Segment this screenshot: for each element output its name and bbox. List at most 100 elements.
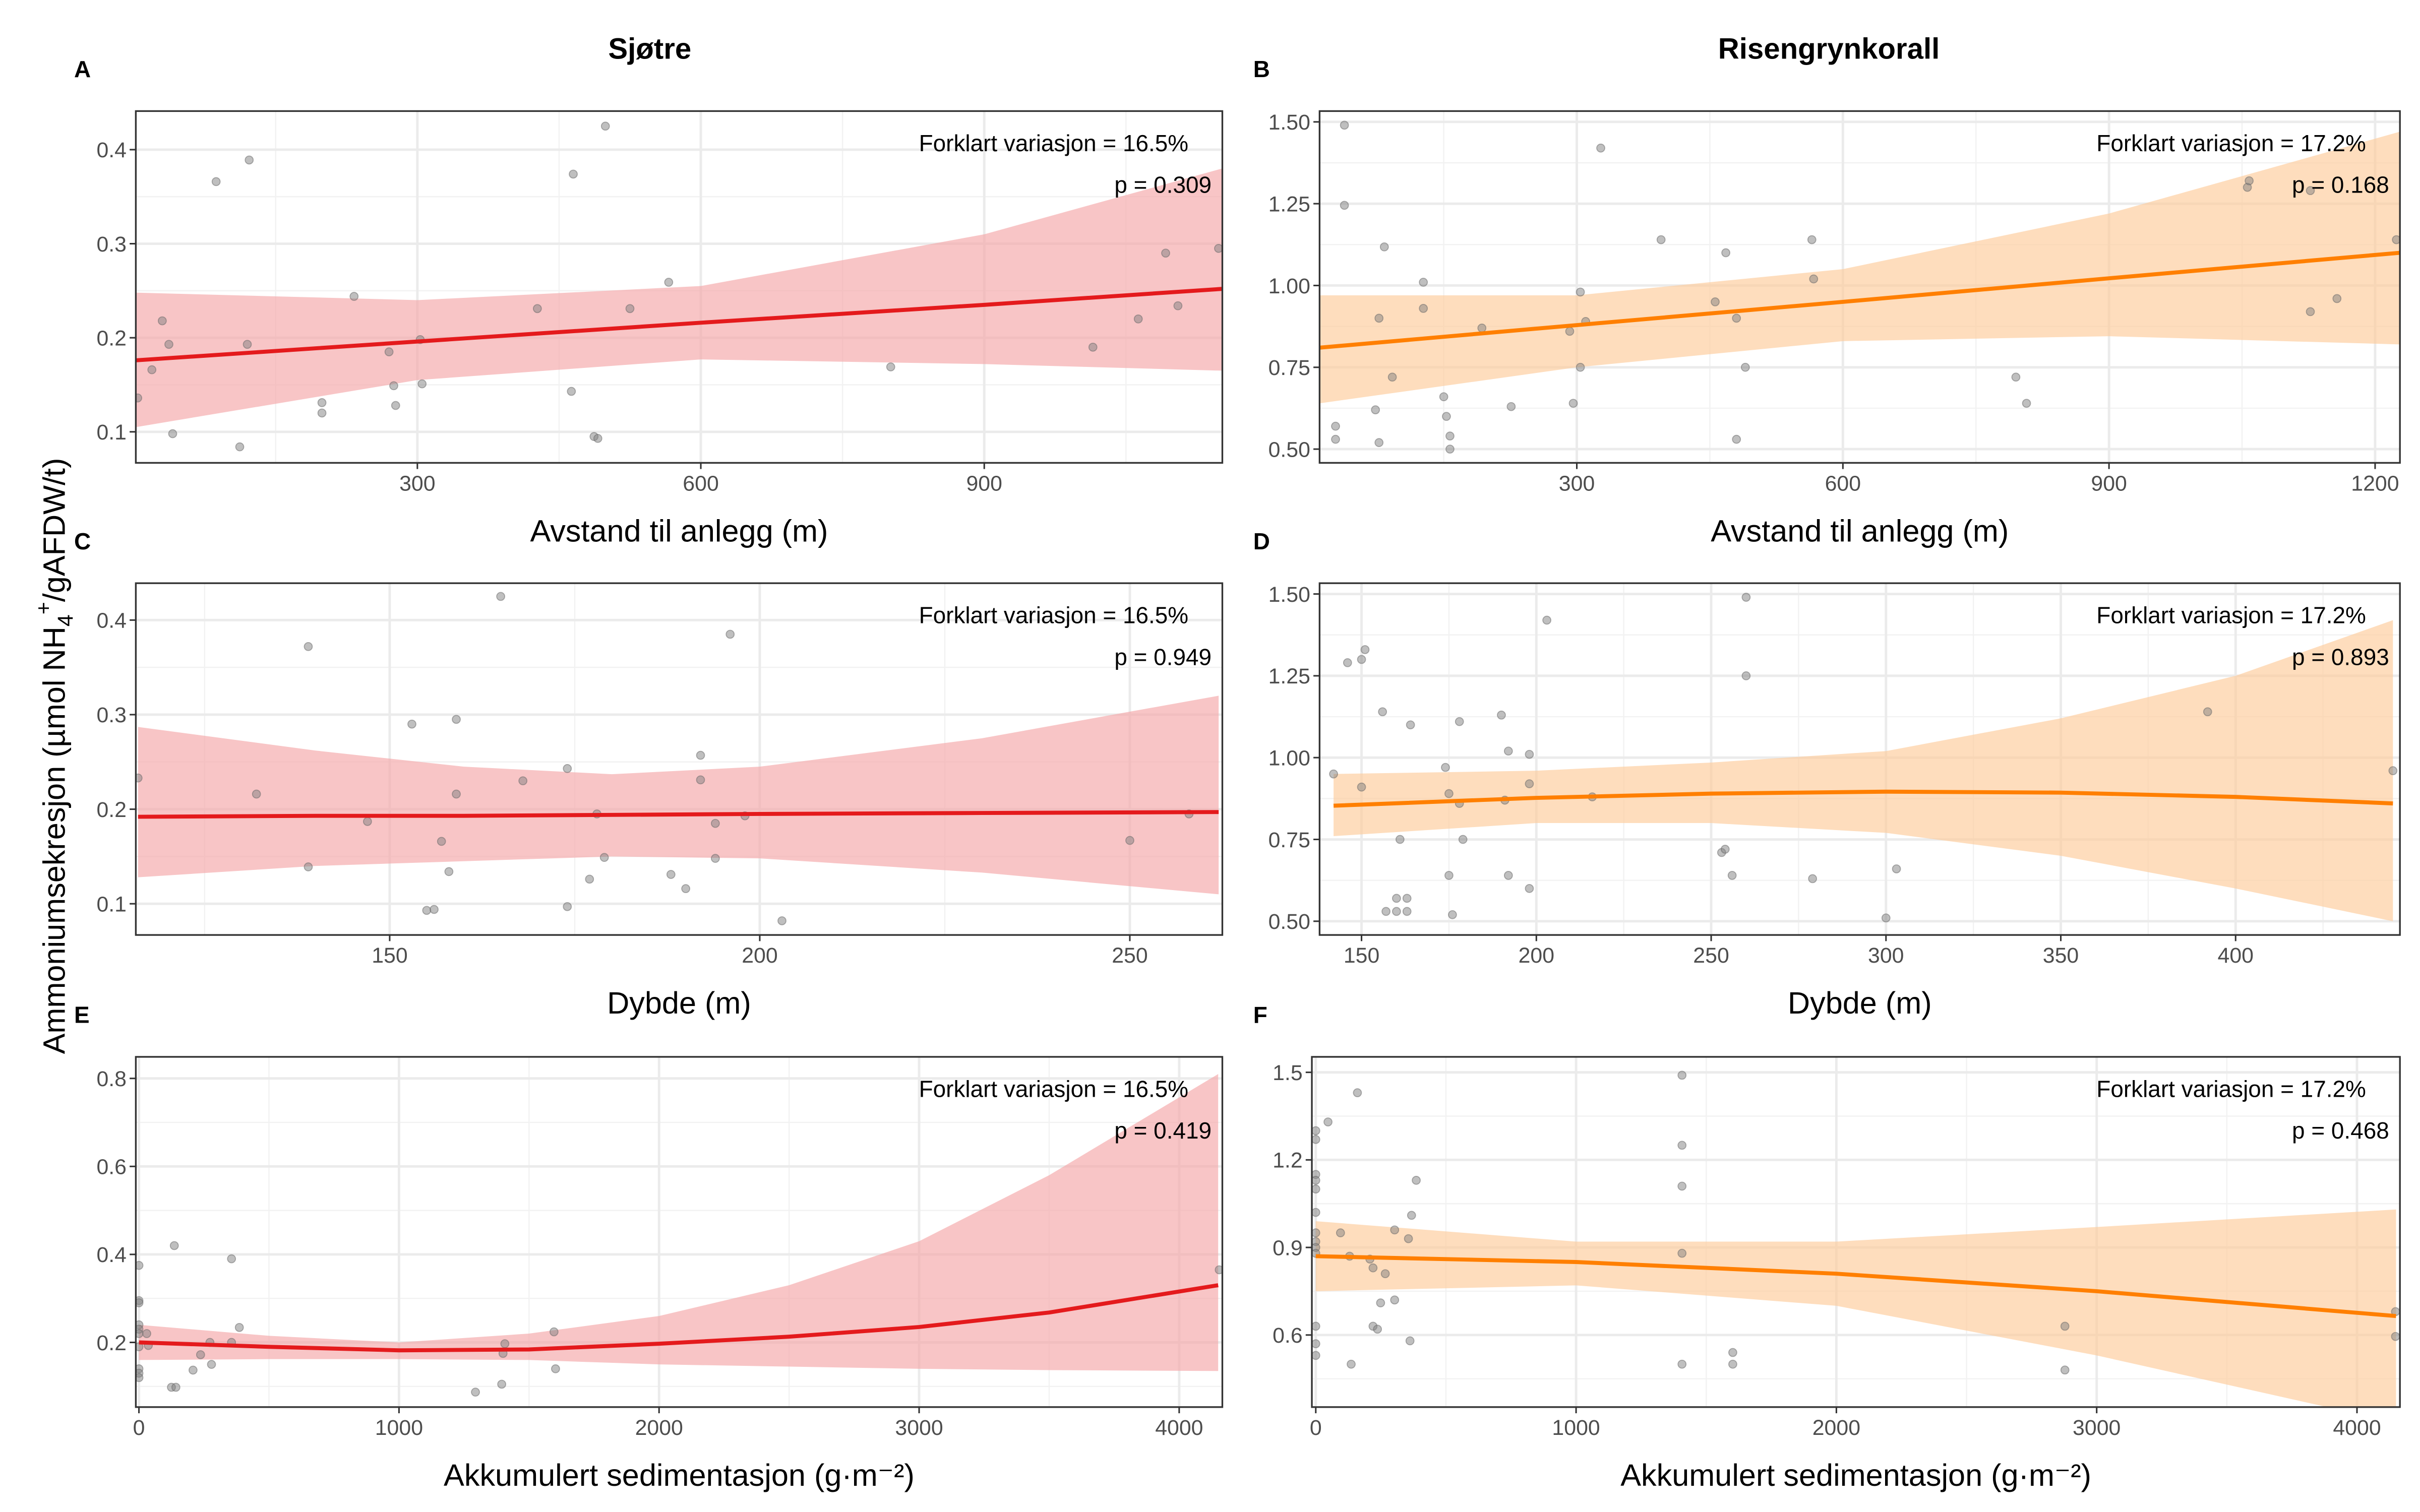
data-point [1347,1359,1356,1369]
x-tick-label: 3000 [895,1416,943,1440]
panel-c: 150 200 250 0.1 0.2 0.3 0.4 Dybde (m) Forklart v… [74,528,1224,1020]
p-value-annotation: p = 0.309 [1114,172,1212,198]
data-point [234,1322,244,1332]
data-point [1402,894,1412,903]
data-point [569,169,578,179]
panel-b: 300 600 900 1200 0.50 0.75 1.00 1.25 1.50 Avstand… [1253,56,2401,548]
column-title-risengrynkorall: Risengrynkorall [1718,32,1940,65]
data-point [2245,176,2254,185]
data-point [136,1298,144,1307]
data-point [563,902,572,911]
data-point [142,1329,151,1338]
x-axis-label: Dybde (m) [607,986,751,1020]
y-tick-label: 1.2 [1273,1149,1303,1173]
x-tick-label: 300 [1868,943,1904,968]
data-point [1215,1265,1223,1275]
x-tick-label: 300 [399,471,435,495]
data-point [1412,1176,1421,1185]
data-point [391,401,400,410]
data-point [1387,372,1397,382]
confidence-band [138,696,1219,895]
data-point [1720,845,1730,854]
y-tick-label: 0.3 [96,232,127,257]
data-point [2060,1321,2070,1331]
data-point [1312,1176,1320,1185]
data-point [1506,402,1516,411]
y-tick-label: 0.50 [1268,437,1310,462]
data-point [625,304,635,313]
y-tick-label: 0.6 [96,1155,127,1179]
data-point [2022,399,2031,408]
data-point [1312,1184,1320,1194]
data-point [1405,1336,1415,1346]
y-tick-label: 0.6 [1273,1324,1303,1348]
data-point [417,379,427,389]
plot-area [136,583,1223,935]
data-point [444,867,454,876]
x-axis-label: Dybde (m) [1788,986,1932,1020]
x-tick-label: 3000 [2073,1416,2121,1440]
data-point [317,408,327,418]
data-point [1380,1269,1390,1279]
data-point [389,381,398,391]
y-tick-label: 0.2 [96,1331,127,1355]
y-axis-label-main: Ammoniumsekresjon (µmol NH [37,626,72,1054]
y-axis-label-unit: /gAFDW/t) [37,458,72,602]
data-point [1525,884,1534,893]
data-point [551,1364,560,1373]
data-point [2388,766,2398,776]
p-value-annotation: p = 0.168 [2292,172,2389,198]
panel-letter: E [74,1002,90,1028]
x-tick-label: 250 [1693,943,1729,968]
data-point [1442,412,1451,421]
y-tick-label: 0.3 [96,703,127,727]
data-point [500,1339,510,1349]
data-point [593,433,602,443]
data-point [710,818,720,828]
y-tick-label: 0.1 [96,420,127,445]
data-point [147,365,157,374]
x-tick-label: 1000 [1552,1416,1600,1440]
data-point [1378,707,1387,717]
y-tick-label: 0.4 [96,138,127,162]
data-point [304,642,313,651]
data-point [1565,327,1575,336]
explained-variance-annotation: Forklart variasjon = 16.5% [919,602,1189,628]
data-point [1373,1325,1382,1334]
explained-variance-annotation: Forklart variasjon = 17.2% [2096,1076,2366,1102]
data-point [1656,235,1666,244]
x-axis-label: Avstand til anlegg (m) [530,514,828,548]
data-point [1677,1248,1687,1258]
data-point [1331,434,1340,444]
data-point [1439,392,1448,402]
p-value-annotation: p = 0.419 [1114,1117,1212,1144]
data-point [1161,248,1170,258]
data-point [407,719,416,729]
p-value-annotation: p = 0.893 [2292,644,2389,670]
data-point [1728,1359,1737,1369]
y-axis-label-subscript: 4 [53,614,78,626]
data-point [1374,313,1384,323]
data-point [1576,287,1585,297]
data-point [252,789,261,799]
data-point [422,906,432,915]
data-point [1402,907,1412,916]
data-point [471,1388,480,1397]
panel-border [1311,1056,2401,1408]
data-point [2392,235,2400,244]
y-tick-label: 0.75 [1268,356,1310,380]
x-tick-label: 400 [2218,943,2254,968]
x-tick-label: 250 [1112,943,1147,968]
panel-letter: B [1253,56,1270,82]
data-point [452,789,461,799]
data-point [1173,301,1183,310]
data-point [696,750,705,760]
data-point [1445,445,1455,454]
fit-line [1315,1254,2396,1318]
data-point [157,316,167,326]
data-point [1406,720,1415,730]
fit-line [139,1283,1219,1353]
data-point [1312,1339,1320,1349]
data-point [1357,782,1366,792]
